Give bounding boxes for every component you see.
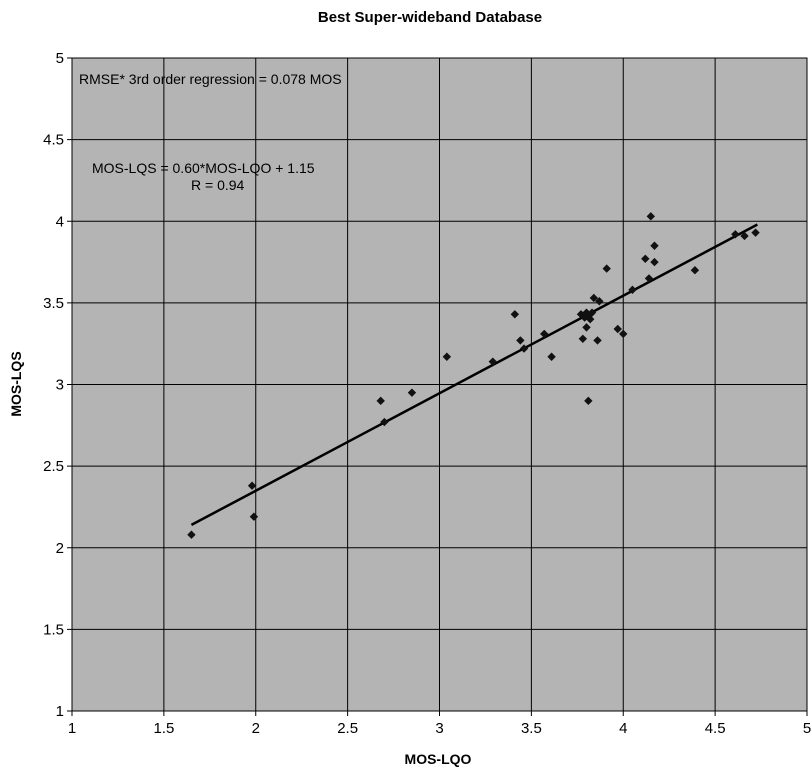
data-point bbox=[690, 266, 700, 275]
data-point bbox=[650, 257, 659, 267]
x-tick-label: 3 bbox=[435, 720, 443, 737]
x-tick-labels: 1 1.5 2 2.5 3 3.5 4 4.5 5 bbox=[68, 711, 811, 737]
data-point bbox=[380, 417, 389, 427]
data-point bbox=[540, 329, 549, 339]
y-tick-label: 1 bbox=[56, 703, 64, 720]
y-tick-label: 3 bbox=[56, 377, 64, 394]
y-tick-label: 4.5 bbox=[43, 132, 64, 149]
data-point bbox=[249, 512, 259, 521]
data-point bbox=[516, 336, 525, 345]
y-tick-label: 4 bbox=[56, 213, 64, 230]
correlation-annotation: R = 0.94 bbox=[191, 177, 245, 193]
data-point bbox=[646, 212, 656, 221]
data-point bbox=[602, 264, 611, 273]
data-point bbox=[187, 530, 196, 539]
data-point bbox=[376, 396, 385, 406]
data-point bbox=[628, 285, 637, 295]
data-point bbox=[547, 352, 556, 361]
data-point bbox=[641, 254, 650, 263]
x-tick-label: 1.5 bbox=[153, 720, 174, 737]
data-point bbox=[519, 344, 529, 353]
data-point bbox=[488, 357, 497, 366]
data-point bbox=[751, 228, 760, 237]
data-point bbox=[589, 293, 599, 303]
x-tick-label: 2.5 bbox=[337, 720, 358, 737]
data-point bbox=[644, 274, 654, 283]
data-point bbox=[578, 334, 588, 343]
x-tick-label: 3.5 bbox=[521, 720, 542, 737]
x-tick-label: 4 bbox=[619, 720, 627, 737]
y-axis-label: MOS-LQS bbox=[8, 351, 24, 416]
data-point bbox=[595, 297, 604, 306]
data-point bbox=[407, 388, 417, 397]
y-tick-labels: 1 1.5 2 2.5 3 3.5 4 4.5 5 bbox=[43, 50, 72, 720]
data-point bbox=[731, 230, 740, 239]
data-point bbox=[593, 336, 602, 345]
regression-line bbox=[190, 223, 758, 526]
data-point bbox=[740, 231, 749, 241]
data-point bbox=[619, 329, 628, 339]
y-tick-label: 5 bbox=[56, 50, 64, 67]
data-point bbox=[510, 310, 520, 319]
data-point bbox=[247, 481, 257, 490]
x-tick-label: 4.5 bbox=[705, 720, 726, 737]
data-point bbox=[580, 313, 589, 322]
x-tick-label: 5 bbox=[803, 720, 811, 737]
data-point bbox=[587, 308, 597, 317]
data-point bbox=[613, 324, 622, 334]
y-tick-label: 2.5 bbox=[43, 458, 64, 475]
data-point bbox=[576, 310, 586, 319]
data-point bbox=[585, 315, 595, 324]
x-axis-label: MOS-LQO bbox=[405, 751, 472, 767]
data-points bbox=[187, 212, 760, 539]
y-tick-label: 3.5 bbox=[43, 295, 64, 312]
x-tick-label: 1 bbox=[68, 720, 76, 737]
y-tick-label: 1.5 bbox=[43, 621, 64, 638]
chart-title: Best Super-wideband Database bbox=[318, 9, 542, 26]
rmse-annotation: RMSE* 3rd order regression = 0.078 MOS bbox=[79, 71, 342, 87]
y-tick-label: 2 bbox=[56, 540, 64, 557]
data-point bbox=[650, 241, 659, 250]
data-point bbox=[582, 323, 591, 332]
data-point bbox=[584, 396, 593, 406]
data-point bbox=[442, 352, 452, 361]
regression-equation: MOS-LQS = 0.60*MOS-LQO + 1.15 bbox=[92, 160, 315, 176]
x-tick-label: 2 bbox=[252, 720, 260, 737]
